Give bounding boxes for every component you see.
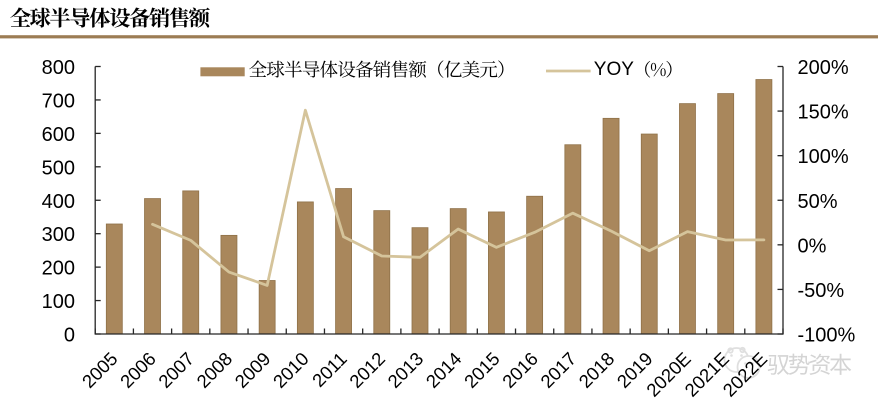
svg-text:200: 200 (42, 258, 75, 280)
svg-text:300: 300 (42, 224, 75, 246)
svg-text:200%: 200% (798, 57, 849, 79)
svg-text:150%: 150% (798, 102, 849, 124)
svg-text:400: 400 (42, 191, 75, 213)
svg-text:YOY: YOY (594, 59, 634, 80)
svg-text:0%: 0% (798, 235, 827, 257)
svg-text:600: 600 (42, 124, 75, 146)
svg-text:100: 100 (42, 291, 75, 313)
svg-text:800: 800 (42, 57, 75, 79)
svg-text:500: 500 (42, 157, 75, 179)
svg-text:-50%: -50% (798, 280, 845, 302)
svg-text:-100%: -100% (798, 325, 856, 347)
svg-text:50%: 50% (798, 191, 838, 213)
svg-text:700: 700 (42, 90, 75, 112)
svg-text:0: 0 (64, 325, 75, 347)
svg-text:100%: 100% (798, 146, 849, 168)
